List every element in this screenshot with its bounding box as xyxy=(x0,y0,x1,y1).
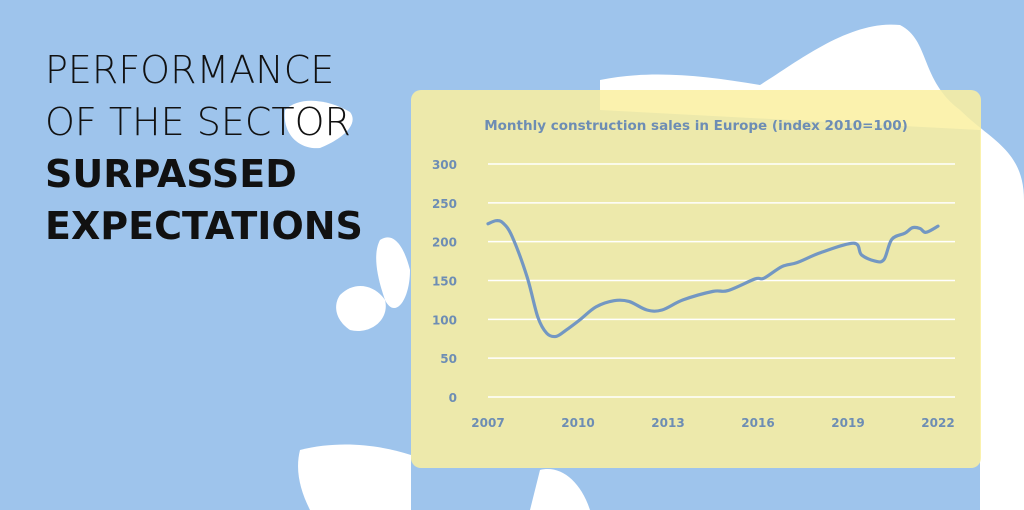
y-tick-label: 300 xyxy=(432,158,457,172)
y-tick-label: 50 xyxy=(440,352,457,366)
headline-line-1: PERFORMANCE xyxy=(45,48,335,92)
x-tick-label: 2007 xyxy=(471,416,504,430)
series-line xyxy=(486,219,940,339)
x-tick-label: 2019 xyxy=(831,416,864,430)
y-tick-label: 150 xyxy=(432,275,457,289)
x-tick-label: 2022 xyxy=(921,416,954,430)
headline-line-2: OF THE SECTOR xyxy=(45,100,351,144)
y-tick-label: 200 xyxy=(432,236,457,250)
y-tick-label: 0 xyxy=(449,391,457,405)
y-tick-label: 250 xyxy=(432,197,457,211)
headline-line-4: EXPECTATIONS xyxy=(45,204,363,248)
y-tick-label: 100 xyxy=(432,313,457,327)
x-tick-label: 2016 xyxy=(741,416,774,430)
headline: PERFORMANCE OF THE SECTOR SURPASSED EXPE… xyxy=(45,44,363,252)
chart-title: Monthly construction sales in Europe (in… xyxy=(484,118,908,134)
headline-line-3: SURPASSED xyxy=(45,152,297,196)
line-chart: 300 250 200 150 100 50 0 2007 2010 2013 2016 2019 20… xyxy=(432,158,955,430)
x-tick-label: 2013 xyxy=(651,416,684,430)
chart-card: Monthly construction sales in Europe (in… xyxy=(411,90,981,468)
x-tick-label: 2010 xyxy=(561,416,594,430)
